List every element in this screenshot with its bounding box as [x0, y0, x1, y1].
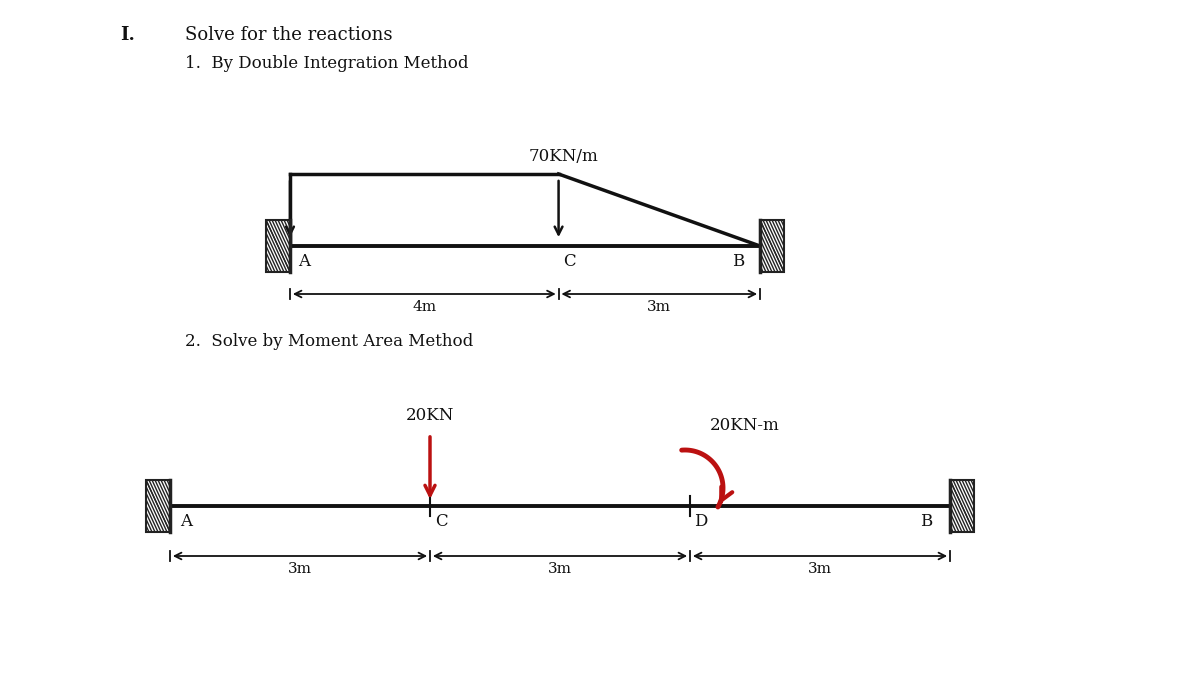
Text: 1.  By Double Integration Method: 1. By Double Integration Method — [185, 55, 468, 72]
Text: 20KN-m: 20KN-m — [710, 417, 780, 434]
Text: 2.  Solve by Moment Area Method: 2. Solve by Moment Area Method — [185, 333, 473, 350]
Text: 4m: 4m — [413, 300, 437, 314]
Text: Solve for the reactions: Solve for the reactions — [185, 26, 392, 44]
Text: 3m: 3m — [548, 562, 572, 576]
Bar — [266, 220, 290, 272]
Text: C: C — [434, 513, 448, 530]
Bar — [146, 480, 170, 532]
Text: 70KN/m: 70KN/m — [529, 148, 599, 165]
Text: I.: I. — [120, 26, 134, 44]
Text: B: B — [920, 513, 932, 530]
Text: 3m: 3m — [288, 562, 312, 576]
Bar — [760, 220, 784, 272]
Text: 3m: 3m — [808, 562, 832, 576]
Text: A: A — [298, 253, 310, 270]
Text: 20KN: 20KN — [406, 407, 454, 424]
Text: A: A — [180, 513, 192, 530]
Text: B: B — [732, 253, 744, 270]
Text: 3m: 3m — [647, 300, 671, 314]
Text: D: D — [694, 513, 707, 530]
Text: C: C — [564, 253, 576, 270]
Bar — [950, 480, 974, 532]
